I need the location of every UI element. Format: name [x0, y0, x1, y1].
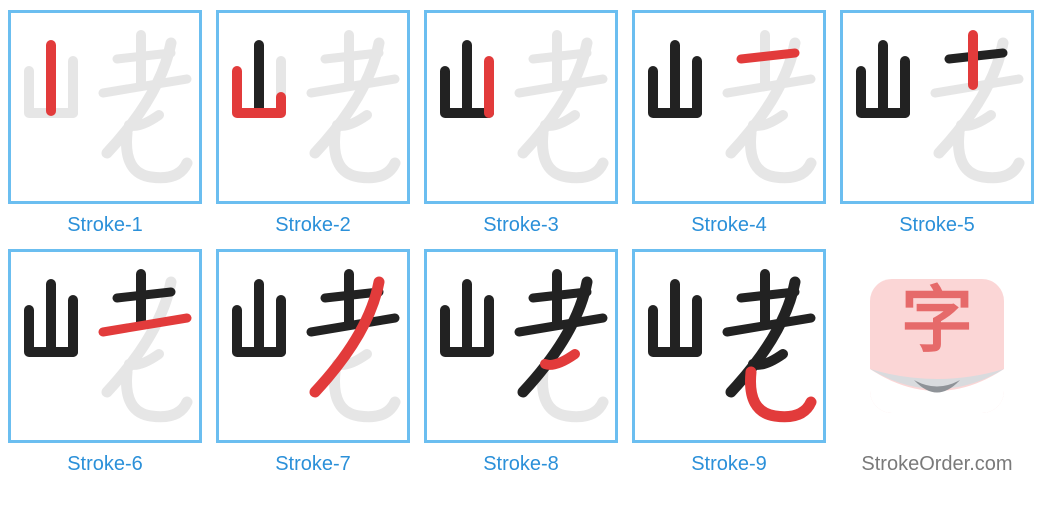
stroke-diagram-svg [635, 13, 823, 201]
stroke-diagram-box [8, 249, 202, 443]
stroke-caption: Stroke-7 [275, 453, 351, 476]
stroke-caption: Stroke-4 [691, 214, 767, 237]
stroke-cell: Stroke-5 [840, 10, 1034, 237]
stroke-caption: Stroke-6 [67, 453, 143, 476]
stroke-diagram-svg [427, 252, 615, 440]
stroke-diagram-svg [11, 13, 199, 201]
logo-box: 字 [840, 249, 1034, 443]
stroke-diagram-svg [427, 13, 615, 201]
site-logo-icon: 字 [870, 279, 1004, 413]
logo-cell: 字 StrokeOrder.com [840, 249, 1034, 476]
stroke-diagram-svg [11, 252, 199, 440]
stroke-diagram-box [424, 249, 618, 443]
stroke-diagram-box [216, 10, 410, 204]
stroke-caption: Stroke-2 [275, 214, 351, 237]
stroke-diagram-box [424, 10, 618, 204]
logo-caption: StrokeOrder.com [861, 453, 1012, 476]
stroke-caption: Stroke-8 [483, 453, 559, 476]
stroke-cell: Stroke-7 [216, 249, 410, 476]
stroke-cell: Stroke-2 [216, 10, 410, 237]
stroke-diagram-svg [843, 13, 1031, 201]
logo-character: 字 [870, 285, 1004, 357]
stroke-cell: Stroke-3 [424, 10, 618, 237]
logo-pencil-tip-icon [870, 369, 1004, 413]
stroke-cell: Stroke-4 [632, 10, 826, 237]
stroke-diagram-box [840, 10, 1034, 204]
stroke-diagram-box [632, 249, 826, 443]
stroke-cell: Stroke-1 [8, 10, 202, 237]
stroke-caption: Stroke-1 [67, 214, 143, 237]
stroke-order-grid: Stroke-1 Stroke-2 Stroke-3 Stroke-4 Stroke-5… [8, 10, 1044, 476]
stroke-diagram-svg [635, 252, 823, 440]
stroke-diagram-svg [219, 252, 407, 440]
stroke-cell: Stroke-6 [8, 249, 202, 476]
stroke-diagram-box [8, 10, 202, 204]
stroke-diagram-box [632, 10, 826, 204]
stroke-diagram-svg [219, 13, 407, 201]
stroke-caption: Stroke-5 [899, 214, 975, 237]
stroke-caption: Stroke-9 [691, 453, 767, 476]
stroke-caption: Stroke-3 [483, 214, 559, 237]
stroke-cell: Stroke-9 [632, 249, 826, 476]
stroke-cell: Stroke-8 [424, 249, 618, 476]
stroke-diagram-box [216, 249, 410, 443]
